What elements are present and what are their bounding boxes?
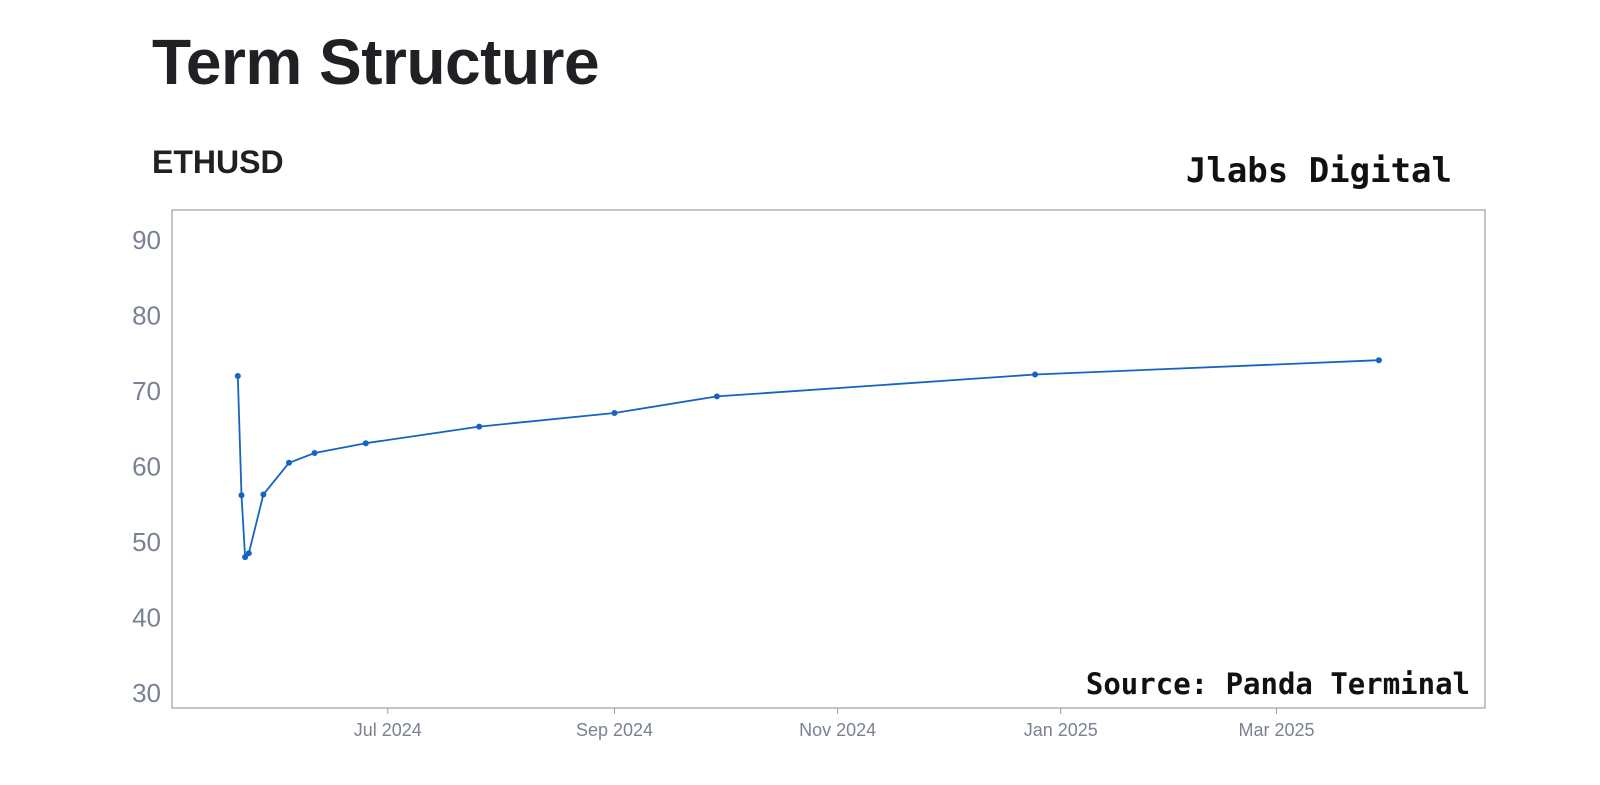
y-tick-label: 60 (132, 452, 161, 482)
y-tick-label: 50 (132, 527, 161, 557)
series-line (236, 359, 1379, 558)
data-point[interactable] (611, 410, 618, 416)
data-point[interactable] (260, 491, 267, 498)
x-axis: Jul 2024 Sep 2024 Nov 2024 Jan 2025 Mar 2025 (354, 708, 1315, 740)
x-tick-label: Jan 2025 (1024, 720, 1098, 740)
data-point[interactable] (242, 554, 249, 561)
x-tick-label: Mar 2025 (1239, 720, 1315, 740)
data-point[interactable] (286, 459, 292, 466)
y-axis: 30 40 50 60 70 80 90 (132, 225, 161, 708)
y-tick-label: 30 (132, 678, 161, 708)
data-point[interactable] (362, 440, 369, 447)
data-point[interactable] (1375, 357, 1382, 364)
data-point[interactable] (245, 550, 252, 557)
data-point[interactable] (476, 423, 483, 430)
y-tick-label: 80 (132, 301, 161, 331)
brand-label: Jlabs Digital (1185, 151, 1452, 191)
x-tick-label: Jul 2024 (354, 720, 422, 740)
y-tick-label: 40 (132, 602, 161, 632)
x-tick-label: Sep 2024 (576, 720, 653, 740)
data-point[interactable] (238, 492, 245, 499)
source-label: Source: Panda Terminal (1086, 667, 1470, 701)
x-tick-label: Nov 2024 (799, 720, 876, 740)
plot-frame (171, 209, 1486, 709)
data-point[interactable] (311, 450, 318, 456)
data-point[interactable] (713, 393, 720, 400)
y-tick-label: 90 (132, 225, 161, 255)
data-point[interactable] (234, 373, 241, 379)
series-layer (234, 357, 1382, 561)
data-point[interactable] (1032, 371, 1039, 378)
page-title: Term Structure (152, 26, 600, 98)
y-tick-label: 70 (132, 376, 161, 406)
chart-subtitle: ETHUSD (152, 144, 284, 180)
